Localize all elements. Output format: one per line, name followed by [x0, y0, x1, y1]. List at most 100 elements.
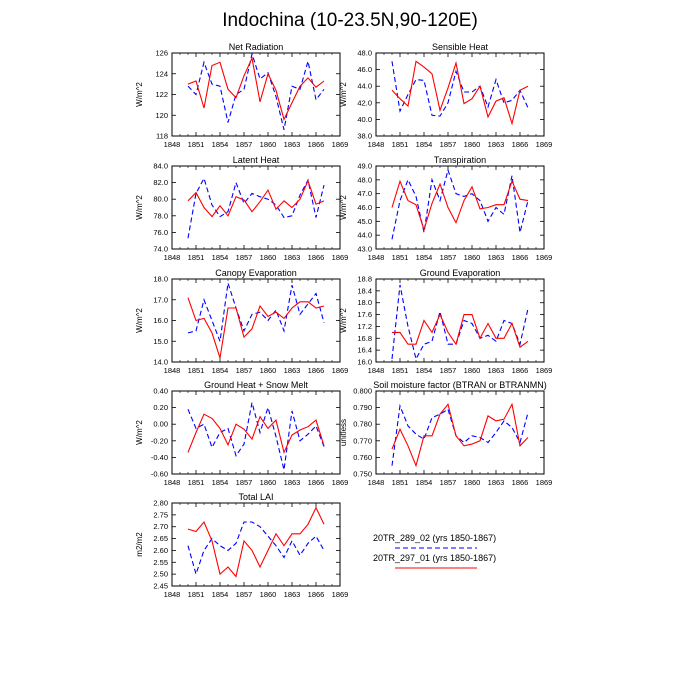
panel-5-title: Canopy Evaporation [215, 268, 297, 278]
panel-3-ytick-label: 82.0 [153, 178, 168, 187]
panel-8-series-b [391, 402, 529, 468]
panel-4-ytick-label: 49.0 [357, 162, 372, 171]
panel-3-xtick-label-1863: 1863 [284, 253, 301, 262]
panel-9-xtick-label-1851: 1851 [188, 590, 205, 599]
panel-9-ytick-label: 2.45 [153, 582, 168, 591]
panel-1-xtick-label-1851: 1851 [188, 140, 205, 149]
panel-6-frame [375, 278, 545, 363]
panel-9-ytick-label: 2.60 [153, 546, 168, 555]
panel-2-ytick-label: 48.0 [357, 49, 372, 58]
panel-6-xtick-label-1848: 1848 [368, 366, 385, 375]
panel-8-xtick-label-1854: 1854 [416, 478, 433, 487]
panel-8-series-a [391, 403, 529, 466]
panel-7-xtick-label-1854: 1854 [212, 478, 229, 487]
panel-7-xtick-label-1863: 1863 [284, 478, 301, 487]
panel-8-xtick-label-1860: 1860 [464, 478, 481, 487]
panel-5-ytick-label: 17.0 [153, 295, 168, 304]
panel-5-xtick-label-1869: 1869 [332, 366, 349, 375]
panel-2-ytick-label: 44.0 [357, 82, 372, 91]
panel-7-xtick-label-1848: 1848 [164, 478, 181, 487]
panel-7-ytick-label: -0.20 [151, 436, 168, 445]
panel-9-xtick-label-1848: 1848 [164, 590, 181, 599]
panel-1-ytick-label: 122 [155, 90, 168, 99]
panel-3-ytick-label: 74.0 [153, 245, 168, 254]
panel-1-series-a [187, 51, 325, 130]
panel-9-xtick-label-1866: 1866 [308, 590, 325, 599]
panel-8-xtick-label-1869: 1869 [536, 478, 553, 487]
panel-9-xtick-label-1854: 1854 [212, 590, 229, 599]
panel-7-title: Ground Heat + Snow Melt [204, 380, 308, 390]
panel-3-ytick-label: 76.0 [153, 228, 168, 237]
panel-2-ytick-label: 46.0 [357, 65, 372, 74]
panel-2-xtick-label-1863: 1863 [488, 140, 505, 149]
panel-5-ytick-label: 15.0 [153, 337, 168, 346]
panel-2-xtick-label-1854: 1854 [416, 140, 433, 149]
panel-4-xtick-label-1863: 1863 [488, 253, 505, 262]
panel-5-ylabel: W/m^2 [135, 308, 144, 333]
panel-3-frame [171, 165, 341, 250]
panel-7-xtick-label-1869: 1869 [332, 478, 349, 487]
panel-8-ytick-label: 0.750 [353, 470, 372, 479]
panel-7-xtick-label-1851: 1851 [188, 478, 205, 487]
panel-6-xtick-label-1869: 1869 [536, 366, 553, 375]
panel-3-xtick-label-1857: 1857 [236, 253, 253, 262]
panel-4-series-a [391, 168, 529, 240]
panel-6-xtick-label-1854: 1854 [416, 366, 433, 375]
panel-9-ytick-label: 2.75 [153, 510, 168, 519]
panel-6-title: Ground Evaporation [420, 268, 501, 278]
panel-5-xtick-label-1848: 1848 [164, 366, 181, 375]
panel-5-series-b [187, 297, 325, 359]
panel-4-ytick-label: 48.0 [357, 175, 372, 184]
panel-6-ytick-label: 17.2 [357, 322, 372, 331]
panel-6-ytick-label: 18.4 [357, 286, 372, 295]
panel-6-ylabel: W/m^2 [339, 308, 348, 333]
panel-9-xtick-label-1863: 1863 [284, 590, 301, 599]
panel-5-ytick-label: 18.0 [153, 275, 168, 284]
panel-8-ylabel: unitless [339, 419, 348, 446]
panel-2-frame [375, 52, 545, 137]
panel-4-xtick-label-1857: 1857 [440, 253, 457, 262]
panel-1-xtick-label-1860: 1860 [260, 140, 277, 149]
panel-4-ytick-label: 46.0 [357, 203, 372, 212]
panel-8-xtick-label-1848: 1848 [368, 478, 385, 487]
panel-8-ytick-label: 0.760 [353, 453, 372, 462]
panel-7-series-b [187, 413, 325, 455]
panel-9-xtick-label-1860: 1860 [260, 590, 277, 599]
panel-4-xtick-label-1866: 1866 [512, 253, 529, 262]
panel-4-frame [375, 165, 545, 250]
panel-2-xtick-label-1857: 1857 [440, 140, 457, 149]
panel-1-xtick-label-1869: 1869 [332, 140, 349, 149]
panel-6-ytick-label: 18.0 [357, 298, 372, 307]
panel-6-ytick-label: 18.8 [357, 275, 372, 284]
figure-title: Indochina (10-23.5N,90-120E) [222, 10, 478, 31]
panel-1-xtick-label-1848: 1848 [164, 140, 181, 149]
panel-3-series-a [187, 176, 325, 239]
panel-8-frame [375, 390, 545, 475]
panel-4-title: Transpiration [434, 155, 486, 165]
panel-2-ylabel: W/m^2 [339, 82, 348, 107]
panel-5-xtick-label-1866: 1866 [308, 366, 325, 375]
panel-8-xtick-label-1863: 1863 [488, 478, 505, 487]
panel-6-ytick-label: 16.0 [357, 358, 372, 367]
panel-4-xtick-label-1851: 1851 [392, 253, 409, 262]
panel-9-series-b [187, 506, 325, 578]
panel-5-ytick-label: 14.0 [153, 358, 168, 367]
panel-7-xtick-label-1860: 1860 [260, 478, 277, 487]
panel-3-title: Latent Heat [233, 155, 280, 165]
panel-2-xtick-label-1851: 1851 [392, 140, 409, 149]
panel-2-xtick-label-1866: 1866 [512, 140, 529, 149]
panel-4-ytick-label: 47.0 [357, 189, 372, 198]
panel-1-ytick-label: 126 [155, 49, 168, 58]
panel-5-xtick-label-1857: 1857 [236, 366, 253, 375]
panel-9-ytick-label: 2.65 [153, 534, 168, 543]
panel-8-xtick-label-1866: 1866 [512, 478, 529, 487]
panel-7-ytick-label: -0.40 [151, 453, 168, 462]
panel-5-xtick-label-1860: 1860 [260, 366, 277, 375]
panel-1-ytick-label: 124 [155, 69, 168, 78]
panel-9-title: Total LAI [238, 492, 273, 502]
panel-2-xtick-label-1860: 1860 [464, 140, 481, 149]
panel-5-xtick-label-1854: 1854 [212, 366, 229, 375]
legend-label-a: 20TR_289_02 (yrs 1850-1867) [373, 533, 496, 543]
panel-6-ytick-label: 16.4 [357, 346, 372, 355]
